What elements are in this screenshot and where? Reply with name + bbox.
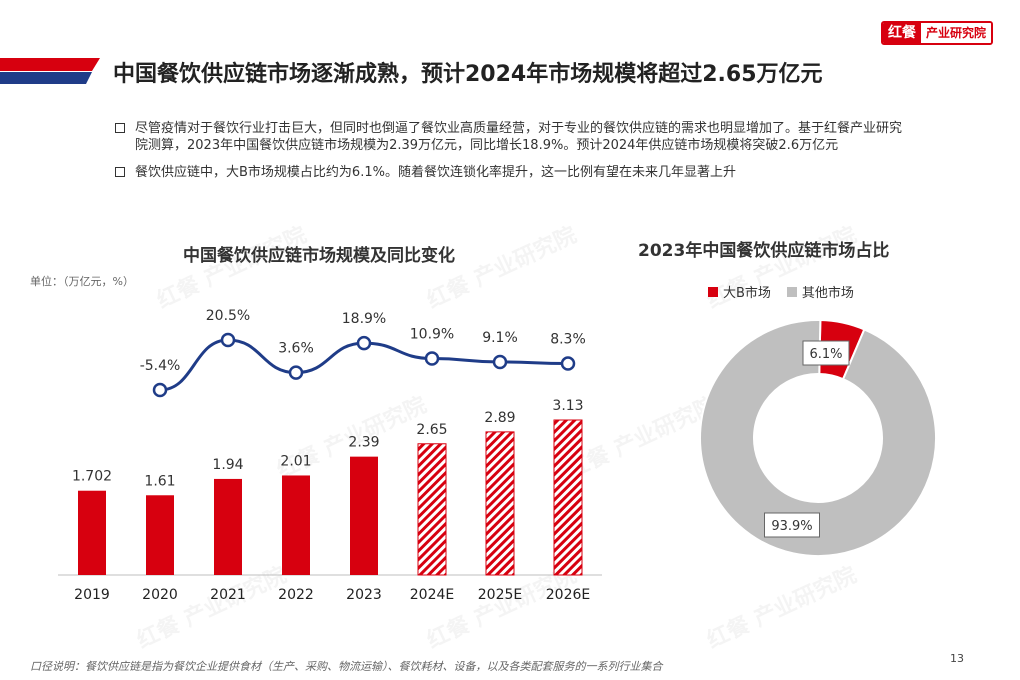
bar-2025E	[485, 431, 515, 576]
title-accent-bar	[0, 58, 100, 84]
growth-point	[560, 356, 576, 371]
slice-label: 93.9%	[771, 519, 812, 534]
bar-value-label: 3.13	[552, 398, 583, 414]
bar-2020	[146, 495, 174, 575]
growth-point	[492, 354, 508, 370]
legend-item-big-b: 大B市场	[708, 282, 771, 301]
bar-2024E	[417, 443, 447, 576]
donut-chart-title: 2023年中国餐饮供应链市场占比	[638, 241, 890, 261]
legend-swatch-gray	[786, 286, 797, 297]
bar-chart-title: 中国餐饮供应链市场规模及同比变化	[183, 246, 455, 266]
footnote: 口径说明：餐饮供应链是指为餐饮企业提供食材（生产、采购、物流运输）、餐饮耗材、设…	[30, 660, 663, 673]
square-bullet-icon	[115, 123, 125, 133]
bullet-text: 尽管疫情对于餐饮行业打击巨大，但同时也倒逼了餐饮业高质量经营，对于专业的餐饮供应…	[135, 121, 903, 153]
growth-point	[220, 332, 236, 348]
bar-value-label: 1.94	[212, 457, 243, 473]
bar-value-label: 2.89	[484, 410, 515, 426]
bar-value-label: 2.01	[280, 453, 311, 469]
growth-label: -5.4%	[140, 358, 181, 374]
growth-label: 8.3%	[550, 332, 586, 348]
bullet-text: 餐饮供应链中，大B市场规模占比约为6.1%。随着餐饮连锁化率提升，这一比例有望在…	[135, 165, 736, 180]
x-tick-label: 2021	[210, 587, 246, 603]
x-tick-label: 2023	[346, 587, 382, 603]
growth-point	[288, 365, 304, 380]
x-tick-label: 2019	[74, 587, 110, 603]
bar-value-label: 1.702	[72, 469, 112, 485]
bar-value-label: 2.65	[416, 422, 447, 438]
growth-label: 3.6%	[278, 341, 314, 357]
brand-logo: 红餐 产业研究院	[881, 21, 994, 45]
logo-text: 产业研究院	[921, 23, 992, 43]
growth-point	[424, 351, 440, 366]
bar-2019	[78, 490, 106, 575]
x-tick-label: 2020	[142, 587, 178, 603]
logo-mark: 红餐	[883, 23, 921, 43]
legend-label: 其他市场	[801, 286, 854, 301]
bar-2026E	[553, 419, 583, 576]
growth-label: 18.9%	[342, 311, 386, 327]
growth-point	[356, 335, 372, 351]
x-tick-label: 2025E	[478, 587, 522, 603]
donut-slice-1	[699, 319, 937, 557]
growth-label: 9.1%	[482, 330, 518, 346]
legend-item-other: 其他市场	[786, 282, 854, 301]
x-tick-label: 2024E	[410, 587, 454, 603]
bullet-item: 尽管疫情对于餐饮行业打击巨大，但同时也倒逼了餐饮业高质量经营，对于专业的餐饮供应…	[113, 120, 913, 154]
growth-label: 20.5%	[206, 308, 250, 324]
bar-value-label: 2.39	[348, 435, 379, 451]
x-tick-label: 2026E	[546, 587, 590, 603]
slice-label-box	[802, 340, 850, 366]
bar-2022	[282, 475, 310, 575]
bar-value-label: 1.61	[144, 473, 175, 489]
donut-legend: 大B市场 其他市场	[708, 282, 854, 301]
bar-2023	[350, 456, 378, 575]
slice-label: 6.1%	[809, 347, 842, 362]
x-tick-label: 2022	[278, 587, 314, 603]
bullet-item: 餐饮供应链中，大B市场规模占比约为6.1%。随着餐饮连锁化率提升，这一比例有望在…	[113, 164, 913, 181]
page-title: 中国餐饮供应链市场逐渐成熟，预计2024年市场规模将超过2.65万亿元	[113, 62, 823, 87]
unit-label: 单位：（万亿元，%）	[30, 275, 134, 288]
growth-label: 10.9%	[410, 327, 454, 343]
growth-point	[152, 382, 168, 398]
slice-label-box	[764, 512, 820, 538]
square-bullet-icon	[115, 167, 125, 177]
bar-2021	[214, 478, 242, 575]
page-number: 13	[950, 652, 964, 665]
legend-label: 大B市场	[723, 286, 771, 301]
bullet-list: 尽管疫情对于餐饮行业打击巨大，但同时也倒逼了餐饮业高质量经营，对于专业的餐饮供应…	[113, 120, 913, 191]
legend-swatch-red	[708, 286, 718, 297]
